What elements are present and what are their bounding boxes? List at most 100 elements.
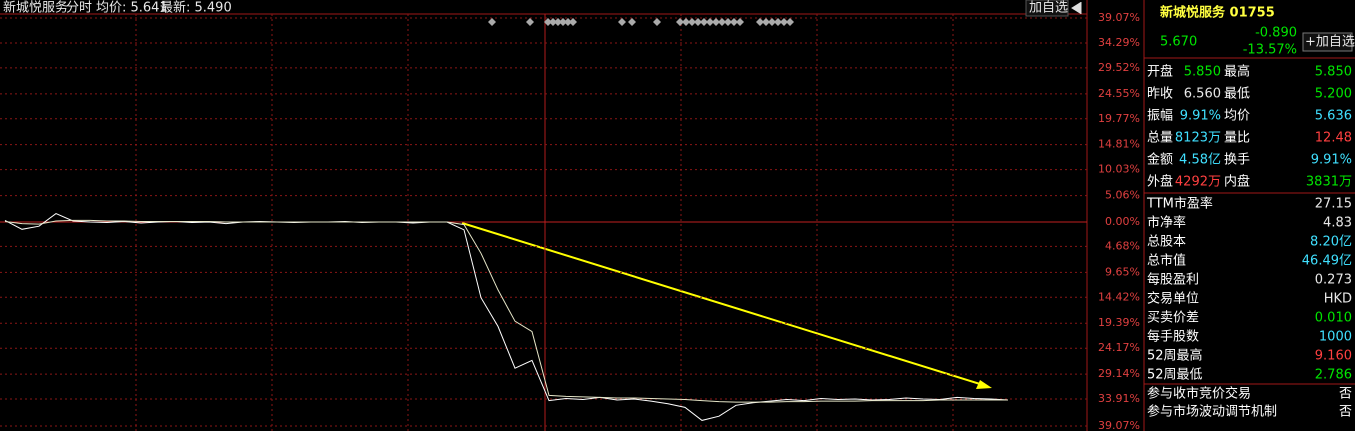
quote-value: 9.91% bbox=[1180, 109, 1221, 124]
y-tick-label: 19.39% bbox=[1098, 316, 1140, 329]
collapse-icon[interactable] bbox=[1071, 2, 1082, 14]
y-tick-label: 24.17% bbox=[1098, 341, 1140, 354]
y-tick-label: 4.68% bbox=[1105, 239, 1140, 252]
event-marker bbox=[762, 18, 770, 26]
event-marker bbox=[724, 18, 732, 26]
add-button[interactable] bbox=[1025, 0, 1069, 17]
panel-title: 新城悦服务 01755 bbox=[1160, 5, 1275, 21]
y-tick-label: 19.77% bbox=[1098, 112, 1140, 125]
quote-value: 5.850 bbox=[1315, 65, 1352, 80]
info-label: 买卖价差 bbox=[1147, 311, 1199, 326]
y-tick-label: 24.55% bbox=[1098, 87, 1140, 100]
event-marker bbox=[544, 18, 552, 26]
info-label: 市净率 bbox=[1147, 215, 1186, 231]
quote-label: 外盘 bbox=[1147, 174, 1173, 190]
event-marker bbox=[554, 18, 562, 26]
info-value: 4.83 bbox=[1323, 216, 1352, 231]
avg-price: 均价: 5.641 bbox=[96, 1, 168, 16]
mode: 分时 bbox=[66, 1, 92, 16]
event-marker bbox=[618, 18, 626, 26]
event-marker bbox=[780, 18, 788, 26]
event-marker bbox=[730, 18, 738, 26]
panel-add-button[interactable] bbox=[1302, 32, 1353, 52]
y-tick-label: 29.52% bbox=[1098, 61, 1140, 74]
last-price: 最新: 5.490 bbox=[160, 0, 232, 16]
info-value: 27.15 bbox=[1315, 197, 1352, 212]
y-tick-label: 5.06% bbox=[1105, 189, 1140, 202]
info-value: 9.160 bbox=[1315, 349, 1352, 364]
event-marker bbox=[564, 18, 572, 26]
y-tick-label: 29.14% bbox=[1098, 367, 1140, 380]
info-value: 0.010 bbox=[1315, 311, 1352, 326]
info-label: 每股盈利 bbox=[1147, 272, 1199, 288]
info-label: TTM市盈率 bbox=[1146, 196, 1213, 212]
price: 5.670 bbox=[1160, 35, 1197, 50]
info-value: HKD bbox=[1324, 292, 1352, 307]
y-tick-label: 39.07% bbox=[1098, 11, 1140, 24]
event-marker bbox=[526, 18, 534, 26]
event-marker bbox=[786, 18, 794, 26]
flag-label: 参与收市竞价交易 bbox=[1147, 386, 1251, 402]
trend-arrow bbox=[461, 222, 981, 385]
event-marker bbox=[682, 18, 690, 26]
add-button-label[interactable]: 加自选 bbox=[1029, 1, 1068, 16]
event-marker bbox=[736, 18, 744, 26]
info-value: 1000 bbox=[1319, 330, 1352, 345]
change-pct: -13.57% bbox=[1243, 43, 1297, 58]
quote-value: 3831万 bbox=[1306, 175, 1352, 190]
flag-label: 参与市场波动调节机制 bbox=[1147, 404, 1277, 420]
info-label: 总股本 bbox=[1147, 235, 1186, 250]
quote-value: 12.48 bbox=[1315, 131, 1352, 146]
quote-label: 均价 bbox=[1224, 109, 1250, 124]
y-tick-label: 39.07% bbox=[1098, 419, 1140, 431]
stock-name: 新城悦服务 bbox=[3, 0, 68, 16]
flag-value: 否 bbox=[1339, 405, 1352, 420]
quote-label: 总量 bbox=[1147, 131, 1173, 146]
quote-label: 内盘 bbox=[1224, 174, 1250, 190]
change: -0.890 bbox=[1255, 26, 1297, 41]
quote-label: 量比 bbox=[1224, 131, 1250, 146]
event-marker bbox=[774, 18, 782, 26]
quote-value: 9.91% bbox=[1311, 153, 1352, 168]
event-marker bbox=[756, 18, 764, 26]
event-marker bbox=[712, 18, 720, 26]
panel-add-label[interactable]: +加自选 bbox=[1305, 35, 1355, 50]
quote-value: 4.58亿 bbox=[1179, 153, 1221, 168]
event-marker bbox=[488, 18, 496, 26]
price-line bbox=[4, 219, 1008, 403]
event-marker bbox=[688, 18, 696, 26]
event-marker bbox=[569, 18, 577, 26]
y-tick-label: 10.03% bbox=[1098, 163, 1140, 176]
event-marker bbox=[694, 18, 702, 26]
event-marker bbox=[718, 18, 726, 26]
quote-value: 5.636 bbox=[1315, 109, 1352, 124]
quote-label: 昨收 bbox=[1147, 87, 1173, 102]
info-value: 46.49亿 bbox=[1302, 254, 1352, 269]
event-marker bbox=[700, 18, 708, 26]
quote-value: 6.560 bbox=[1184, 87, 1221, 102]
y-tick-label: 34.29% bbox=[1098, 36, 1140, 49]
event-marker bbox=[628, 18, 636, 26]
event-marker bbox=[706, 18, 714, 26]
info-value: 0.273 bbox=[1315, 273, 1352, 288]
quote-panel: 新城悦服务 01755 5.670 -0.890 -13.57% +加自选 bbox=[1144, 5, 1355, 385]
event-marker bbox=[653, 18, 661, 26]
quote-label: 最低 bbox=[1224, 87, 1250, 102]
y-tick-label: 9.65% bbox=[1105, 265, 1140, 278]
quote-value: 5.200 bbox=[1315, 87, 1352, 102]
info-label: 交易单位 bbox=[1147, 291, 1199, 307]
arrow-head bbox=[976, 380, 992, 389]
info-label: 52周最高 bbox=[1147, 348, 1203, 364]
y-tick-label: 0.00% bbox=[1105, 215, 1140, 228]
info-label: 每手股数 bbox=[1147, 329, 1199, 345]
info-value: 2.786 bbox=[1315, 368, 1352, 383]
quote-label: 振幅 bbox=[1147, 109, 1173, 124]
event-marker bbox=[768, 18, 776, 26]
y-tick-label: 14.81% bbox=[1098, 138, 1140, 151]
quote-value: 4292万 bbox=[1175, 175, 1221, 190]
info-label: 52周最低 bbox=[1147, 368, 1203, 383]
info-label: 总市值 bbox=[1147, 253, 1186, 269]
y-tick-label: 33.91% bbox=[1098, 392, 1140, 405]
quote-label: 开盘 bbox=[1147, 64, 1173, 80]
